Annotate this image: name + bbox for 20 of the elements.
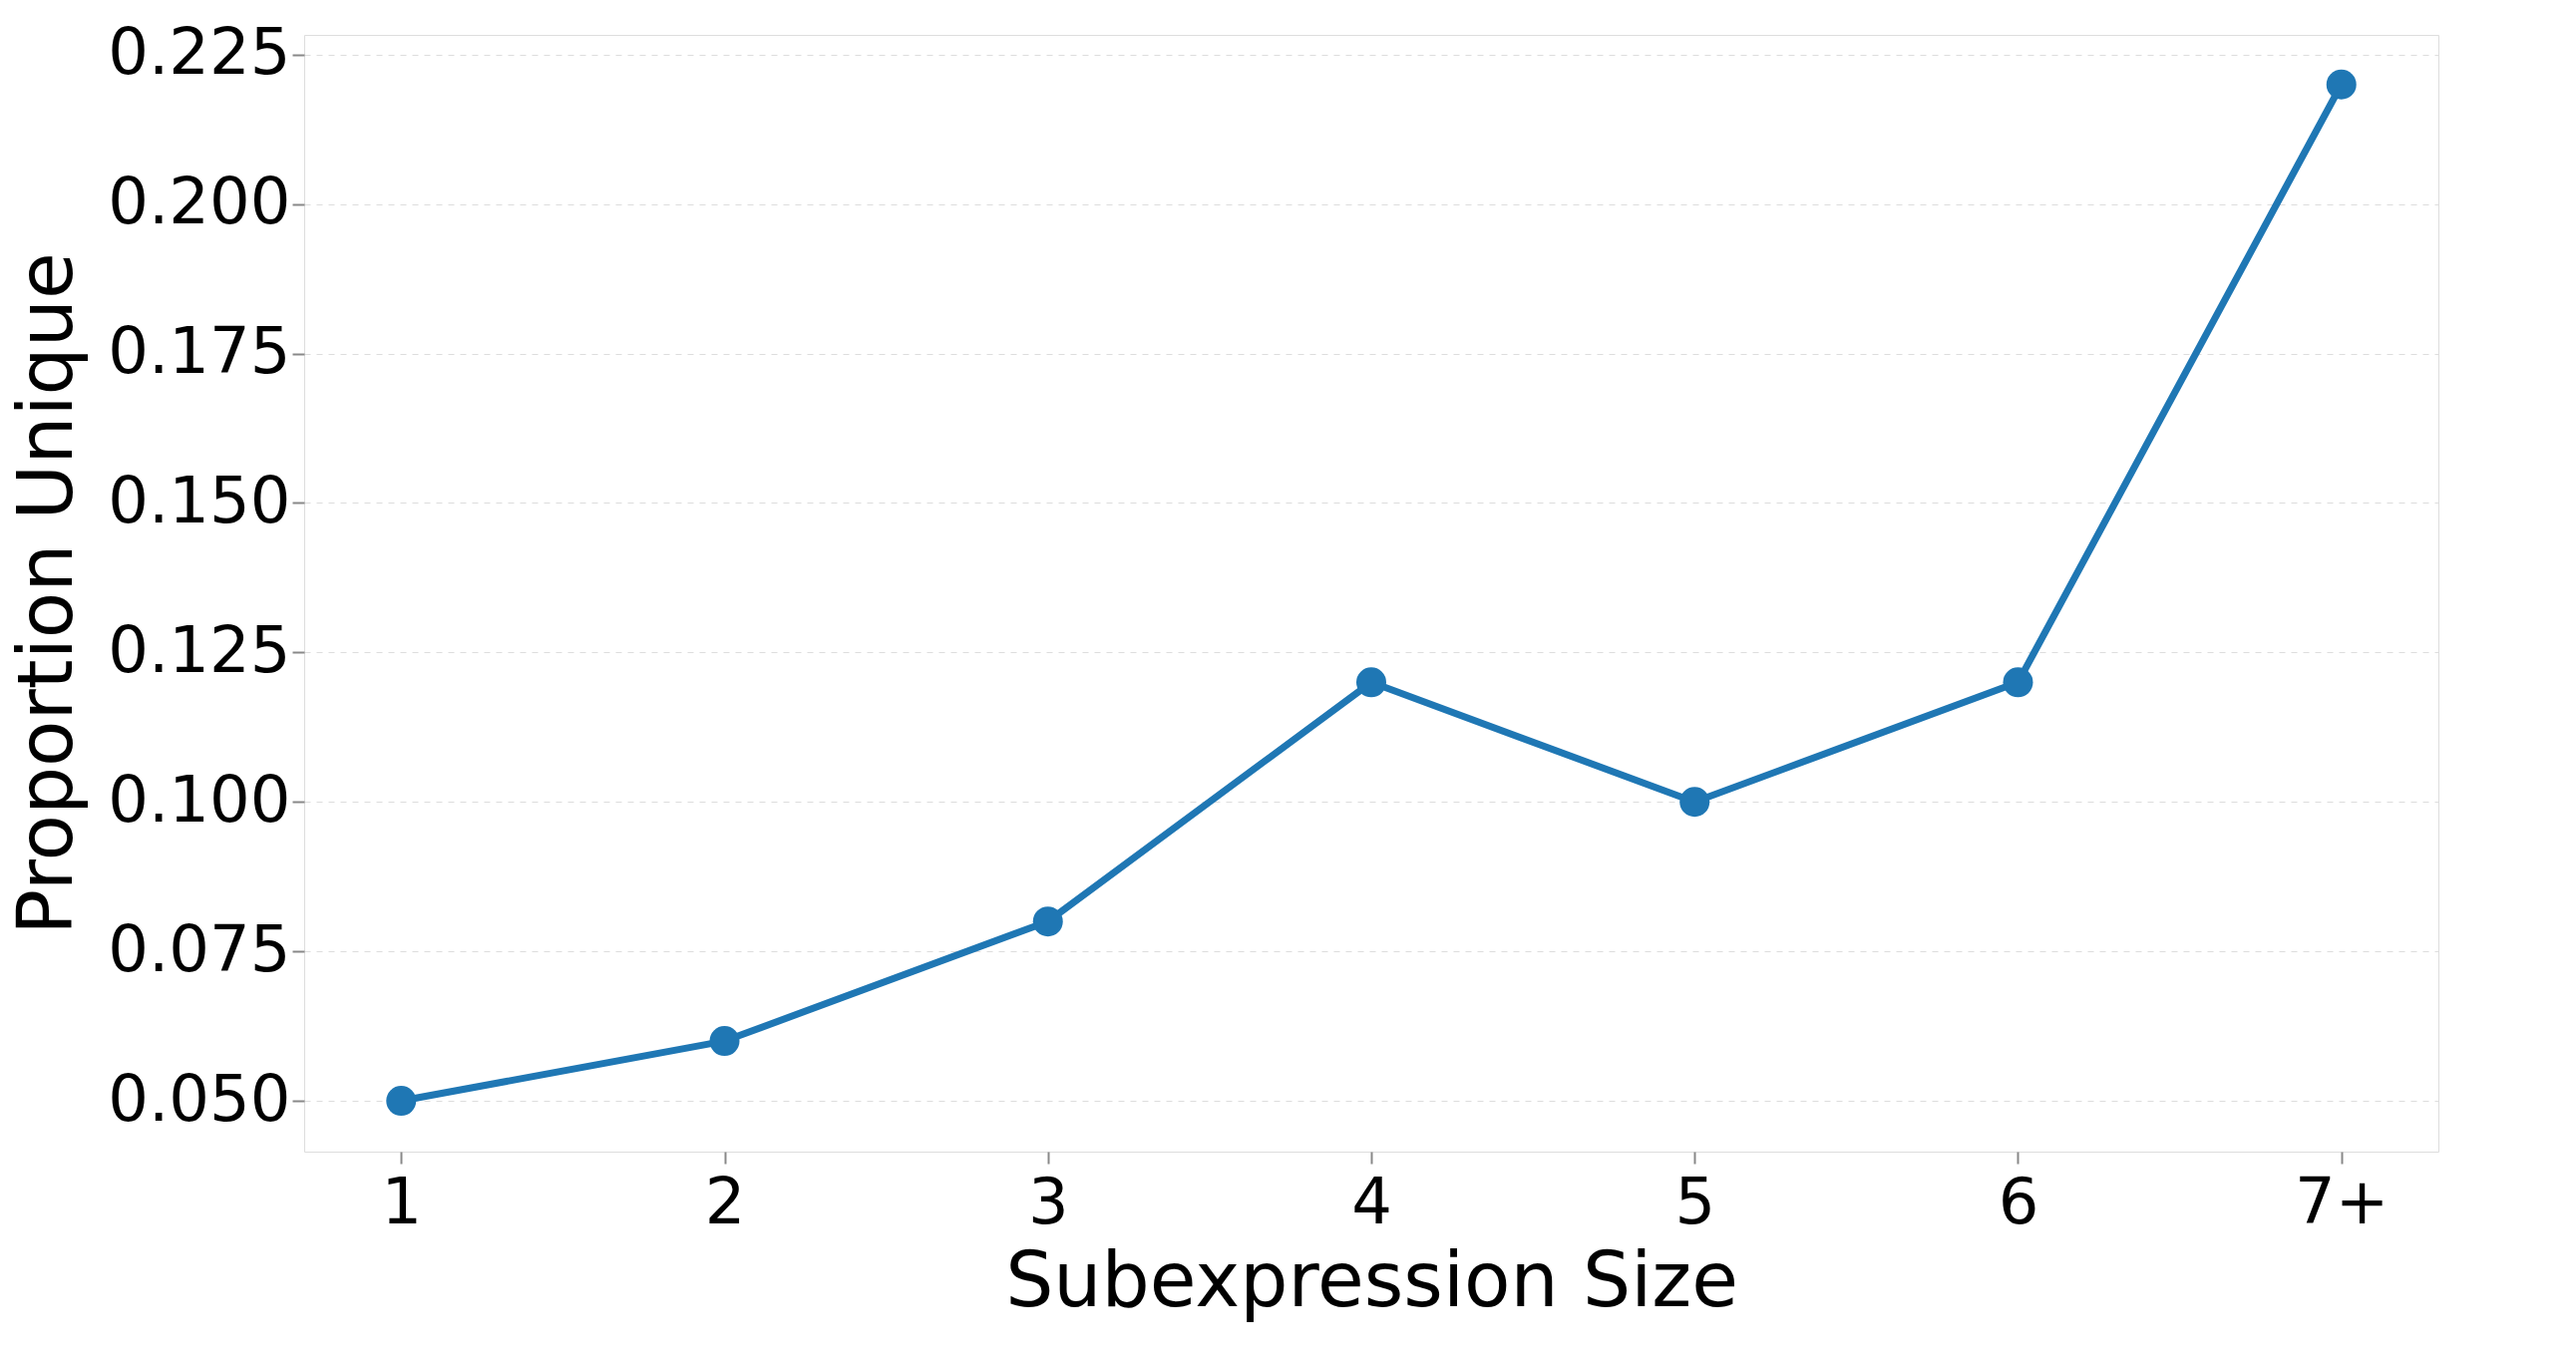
y-tick-label: 0.100: [108, 762, 291, 837]
y-tick-label: 0.075: [108, 911, 291, 986]
y-tick-label: 0.175: [108, 314, 291, 389]
y-axis-title: Proportion Unique: [1, 252, 91, 935]
x-tick-label: 6: [1998, 1164, 2039, 1238]
x-tick-label: 7+: [2295, 1164, 2390, 1238]
y-tick-label: 0.225: [108, 15, 291, 90]
x-tick-label: 1: [381, 1164, 423, 1238]
point: [2326, 69, 2357, 100]
point: [386, 1086, 417, 1117]
y-tick-label: 0.050: [108, 1061, 291, 1136]
point: [709, 1026, 740, 1057]
point: [1679, 787, 1710, 818]
y-tick-label: 0.150: [108, 463, 291, 537]
y-tick-label: 0.200: [108, 165, 291, 239]
point: [1356, 667, 1386, 698]
x-tick-label: 2: [704, 1164, 746, 1238]
point: [2003, 667, 2033, 698]
point: [1032, 906, 1063, 937]
y-tick-label: 0.125: [108, 612, 291, 687]
